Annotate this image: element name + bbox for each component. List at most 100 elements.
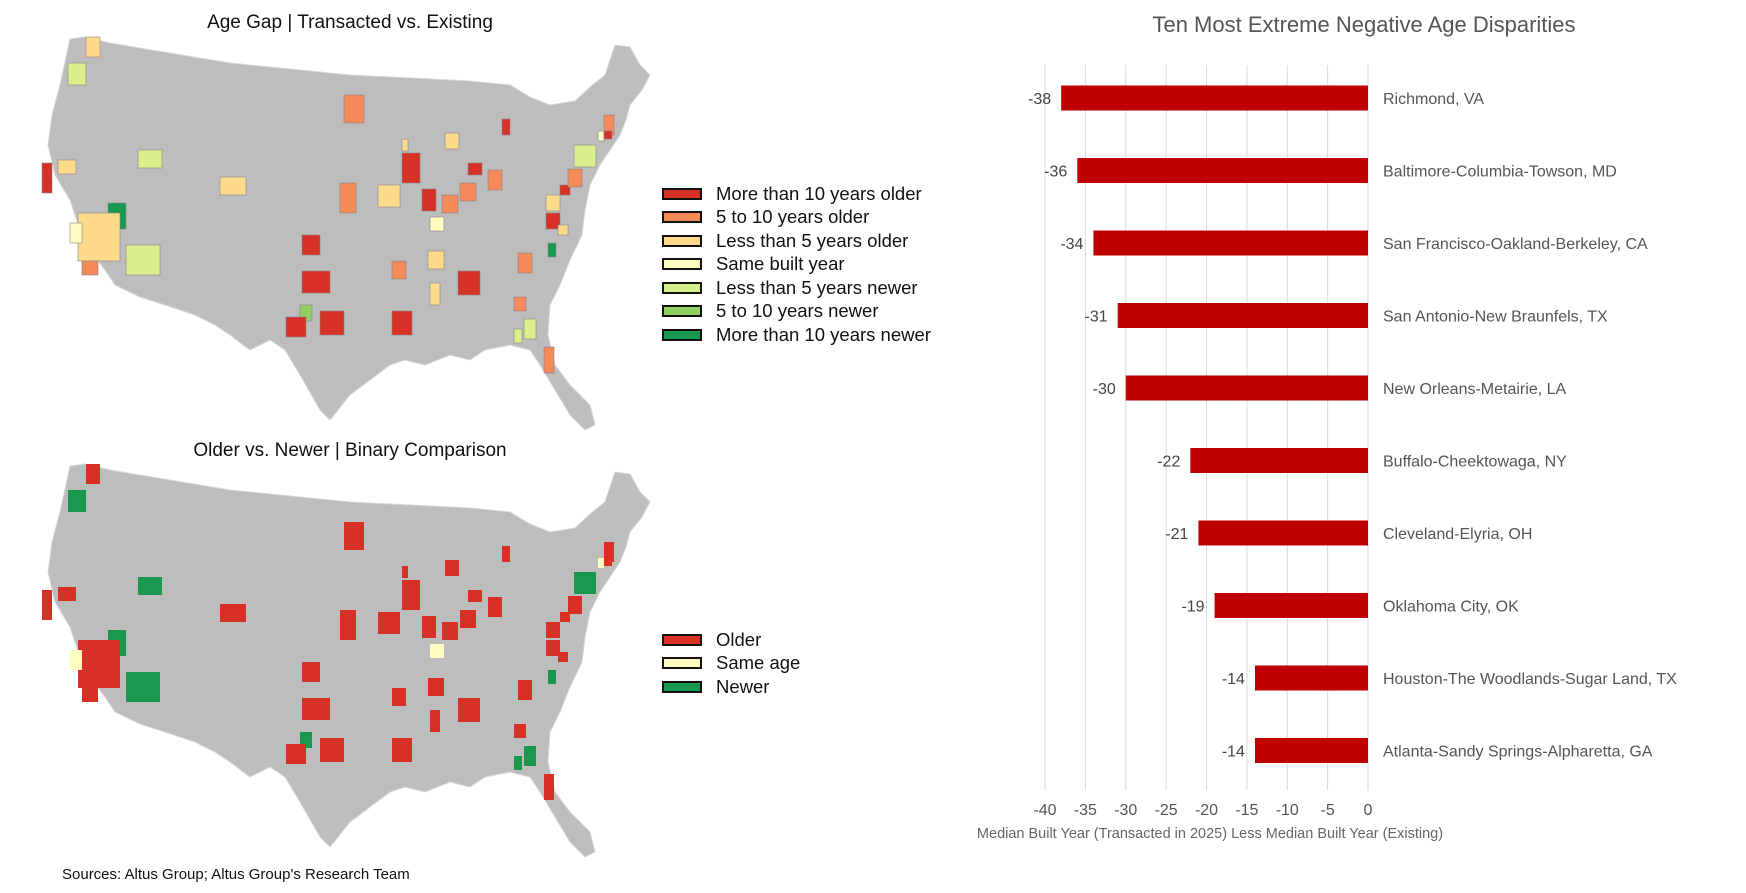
metro-polygons	[41, 36, 615, 374]
metro-atlanta	[458, 698, 480, 722]
legend-item: 5 to 10 years newer	[662, 300, 931, 324]
metro-new-orleans	[392, 738, 412, 762]
metro-milwaukee	[401, 138, 409, 152]
legend-item: Less than 5 years older	[662, 229, 931, 253]
metro-columbus	[460, 610, 476, 628]
metro-nyc	[574, 572, 596, 594]
bar-category-label: Buffalo-Cheektowaga, NY	[1383, 454, 1567, 471]
metro-philadelphia	[567, 168, 583, 188]
bar	[1117, 303, 1368, 328]
metro-sf	[42, 590, 52, 620]
metro-va-beach	[557, 224, 569, 236]
x-tick-label: -25	[1155, 802, 1178, 819]
legend-swatch	[662, 328, 702, 341]
metro-denver	[220, 604, 246, 622]
metro-indianapolis	[422, 616, 436, 638]
legend-label: Same built year	[716, 253, 845, 275]
legend-age-gap: More than 10 years older 5 to 10 years o…	[662, 182, 931, 347]
metro-san-diego	[81, 260, 99, 276]
metro-washington	[546, 622, 560, 638]
metro-la-ie	[77, 212, 121, 262]
bar	[1190, 448, 1368, 473]
metro-denver	[219, 176, 247, 196]
metro-phoenix	[126, 672, 160, 702]
metro-kc	[339, 182, 357, 214]
metro-columbus	[459, 182, 477, 202]
legend-label: 5 to 10 years older	[716, 206, 870, 228]
legend-item: Same built year	[662, 253, 931, 277]
legend-binary: Older Same age Newer	[662, 628, 800, 699]
metro-providence	[603, 130, 613, 140]
bar	[1061, 85, 1368, 111]
bar	[1254, 738, 1368, 763]
legend-item: Same age	[662, 652, 800, 676]
metro-chicago	[401, 152, 421, 184]
chart-title: Ten Most Extreme Negative Age Disparitie…	[1152, 12, 1575, 37]
metro-richmond	[545, 212, 561, 230]
legend-swatch	[662, 258, 702, 271]
metro-raleigh	[547, 242, 557, 258]
metro-washington	[545, 194, 561, 212]
bar-value-label: -14	[1222, 671, 1245, 688]
metro-minneapolis	[343, 94, 365, 124]
legend-swatch	[662, 657, 702, 670]
metro-polygons	[42, 464, 614, 800]
x-tick-label: -5	[1321, 802, 1335, 819]
metro-nyc	[573, 144, 597, 168]
metro-kc	[340, 610, 356, 640]
metro-cleveland	[468, 590, 482, 602]
metro-atlanta	[457, 270, 481, 296]
bar	[1198, 520, 1368, 546]
metro-charlotte	[518, 680, 532, 700]
metro-miami	[544, 774, 554, 800]
metro-buffalo	[501, 118, 511, 136]
metro-san-diego	[82, 688, 98, 702]
metro-okc	[301, 234, 321, 256]
metro-okc	[302, 662, 320, 682]
metro-indianapolis	[421, 188, 437, 212]
us-land	[47, 36, 651, 431]
legend-swatch	[662, 680, 702, 693]
legend-item: More than 10 years older	[662, 182, 931, 206]
metro-hartford	[598, 558, 604, 568]
metro-pittsburgh	[487, 169, 503, 191]
legend-swatch	[662, 187, 702, 200]
metro-richmond	[546, 640, 560, 656]
bar-value-label: -22	[1157, 454, 1180, 471]
legend-item: Newer	[662, 675, 800, 699]
metro-jacksonville	[514, 724, 526, 738]
bar	[1254, 665, 1368, 691]
legend-swatch	[662, 234, 702, 247]
metro-stl	[377, 184, 401, 208]
bar-value-label: -14	[1222, 744, 1245, 761]
bar-value-label: -34	[1060, 236, 1083, 253]
metro-nashville	[427, 250, 445, 270]
bar-category-label: Houston-The Woodlands-Sugar Land, TX	[1383, 671, 1677, 688]
bar-value-label: -21	[1165, 526, 1188, 543]
legend-label: More than 10 years older	[716, 182, 922, 204]
metro-boise	[137, 149, 163, 169]
sources-note: Sources: Altus Group; Altus Group's Rese…	[62, 866, 410, 883]
x-axis-label: Median Built Year (Transacted in 2025) L…	[977, 826, 1443, 842]
bar	[1077, 158, 1368, 183]
bar-category-label: Atlanta-Sandy Springs-Alpharetta, GA	[1383, 744, 1653, 761]
legend-item: More than 10 years newer	[662, 323, 931, 347]
bar-category-label: Baltimore-Columbia-Towson, MD	[1383, 164, 1617, 181]
metro-la	[69, 222, 83, 244]
metro-boise	[138, 577, 162, 595]
us-land	[47, 463, 651, 858]
metro-san-antonio	[286, 744, 306, 764]
metro-milwaukee	[402, 566, 408, 578]
legend-item: Less than 5 years newer	[662, 276, 931, 300]
metro-birmingham	[429, 282, 441, 306]
metro-baltimore	[559, 184, 571, 196]
bar-category-label: San Antonio-New Braunfels, TX	[1383, 309, 1608, 326]
us-map-binary	[42, 463, 651, 858]
metro-miami	[543, 346, 555, 374]
x-tick-label: -30	[1114, 802, 1137, 819]
metro-buffalo	[502, 546, 510, 562]
metro-nashville	[428, 678, 444, 696]
metro-san-antonio	[285, 316, 307, 338]
metro-portland	[68, 490, 86, 512]
bar	[1214, 593, 1368, 618]
